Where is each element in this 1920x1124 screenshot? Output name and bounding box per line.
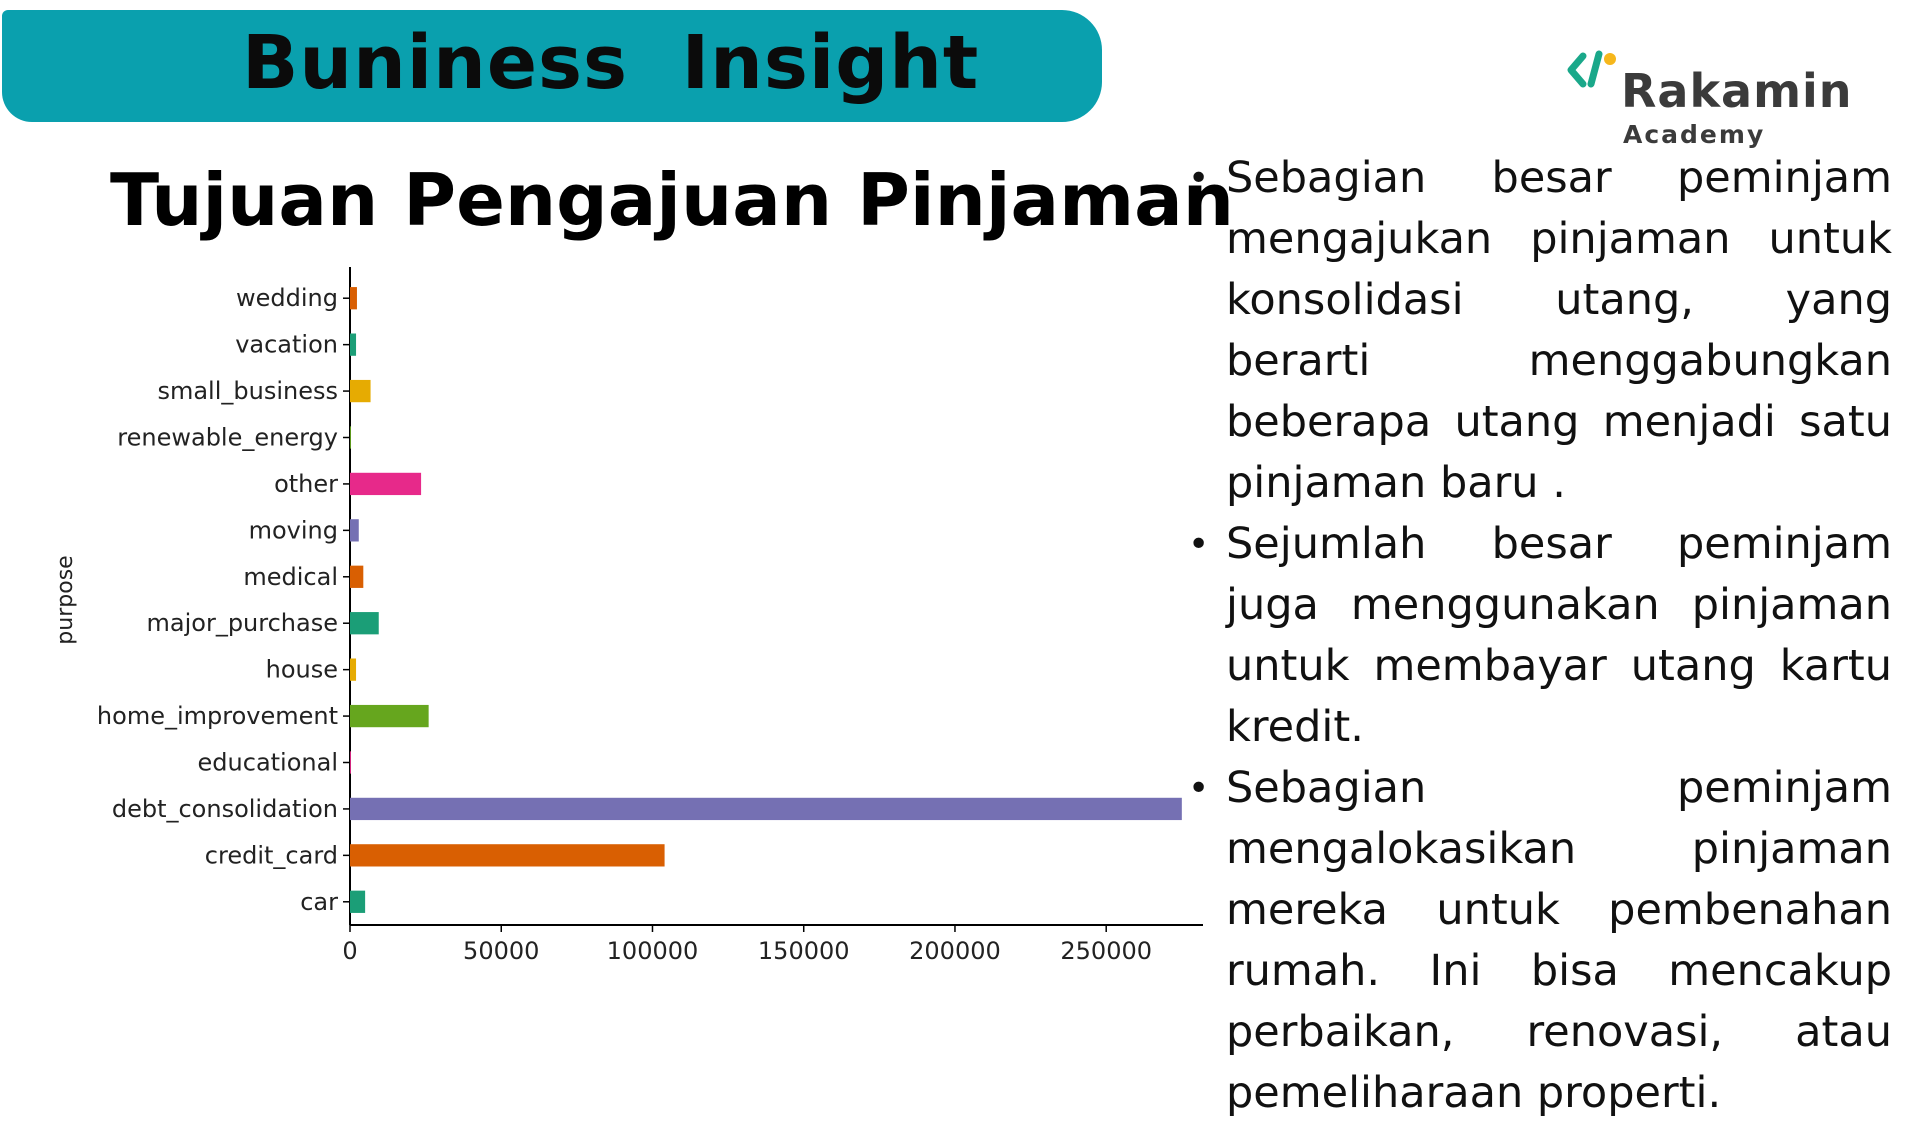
logo-mark-icon <box>1567 50 1616 88</box>
y-tick-label: educational <box>198 749 338 777</box>
insight-item: • Sejumlah besar peminjam juga menggunak… <box>1188 514 1892 758</box>
bar-home_improvement <box>350 704 429 728</box>
x-tick-label: 0 <box>342 937 357 965</box>
insight-text: Sebagian besar peminjam mengajukan pinja… <box>1226 153 1892 508</box>
bullet-dot: • <box>1188 158 1210 199</box>
y-tick-label: car <box>300 888 338 916</box>
logo-name: Rakamin <box>1621 64 1853 118</box>
y-tick-label: other <box>274 470 338 498</box>
bar-moving <box>350 519 359 542</box>
y-tick-label: major_purchase <box>147 609 338 637</box>
x-tick-label: 200000 <box>909 937 1001 965</box>
y-tick-label: medical <box>243 563 338 591</box>
y-tick-label: house <box>266 656 338 684</box>
y-tick-label: moving <box>249 516 338 544</box>
x-tick-label: 50000 <box>463 937 539 965</box>
y-tick-label: debt_consolidation <box>112 795 338 823</box>
logo-subtitle: Academy <box>1623 120 1766 149</box>
insight-text: Sebagian peminjam mengalokasikan pinjama… <box>1226 763 1892 1118</box>
bar-house <box>350 658 357 681</box>
bar-small_business <box>350 379 371 403</box>
header-banner: Buniness Insight <box>2 10 1102 122</box>
bar-renewable_energy <box>350 426 351 449</box>
rakamin-logo: Rakamin Academy <box>1565 50 1852 160</box>
insight-item: • Sebagian peminjam mengalokasikan pinja… <box>1188 758 1892 1124</box>
x-tick-label: 150000 <box>758 937 850 965</box>
y-tick-label: vacation <box>235 331 338 359</box>
banner-title: Buniness Insight <box>242 20 980 106</box>
insight-list: • Sebagian besar peminjam mengajukan pin… <box>1188 148 1892 1124</box>
purpose-bar-chart: car credit_card debt_consolidation educatio… <box>53 267 1203 965</box>
bullet-dot: • <box>1188 768 1210 809</box>
bullet-dot: • <box>1188 524 1210 565</box>
y-tick-label: wedding <box>236 284 338 312</box>
bar-wedding <box>350 287 357 310</box>
bar-educational <box>350 751 351 774</box>
bar-medical <box>350 565 364 588</box>
bar-other <box>350 472 422 496</box>
y-tick-label: credit_card <box>205 841 338 869</box>
y-tick-label: renewable_energy <box>117 424 338 452</box>
y-tick-label: small_business <box>157 377 338 405</box>
chart-title: Tujuan Pengajuan Pinjaman <box>110 158 1234 242</box>
bar-debt_consolidation <box>350 797 1182 821</box>
insight-text: Sejumlah besar peminjam juga menggunakan… <box>1226 519 1892 752</box>
x-tick-label: 100000 <box>607 937 699 965</box>
bar-major_purchase <box>350 612 379 635</box>
bar-vacation <box>350 333 357 356</box>
insight-item: • Sebagian besar peminjam mengajukan pin… <box>1188 148 1892 514</box>
y-axis-label: purpose <box>53 555 78 644</box>
y-tick-label: home_improvement <box>97 702 338 730</box>
bar-credit_card <box>350 844 665 867</box>
bar-car <box>350 890 366 913</box>
x-tick-label: 250000 <box>1060 937 1152 965</box>
